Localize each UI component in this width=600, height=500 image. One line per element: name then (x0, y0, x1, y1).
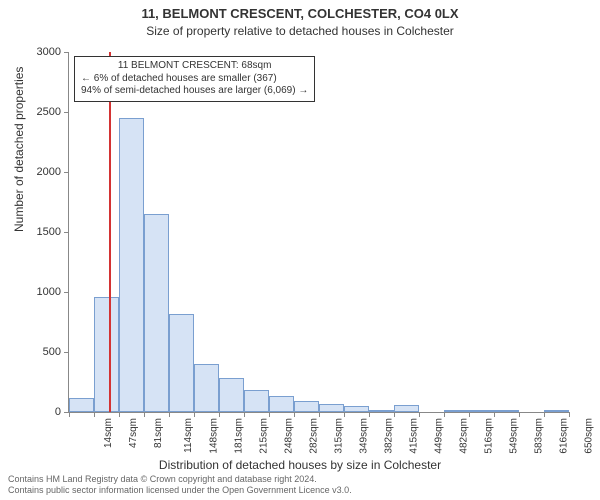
histogram-bar (169, 314, 194, 412)
x-tick-label: 349sqm (359, 418, 370, 454)
histogram-bar (294, 401, 319, 412)
histogram-bar (244, 390, 269, 412)
histogram-bar (344, 406, 369, 412)
histogram-bar (69, 398, 94, 412)
footer-line-1: Contains HM Land Registry data © Crown c… (8, 474, 352, 485)
x-tick (169, 412, 170, 417)
annotation-line-1: 11 BELMONT CRESCENT: 68sqm (81, 60, 308, 73)
x-tick-label: 248sqm (284, 418, 295, 454)
histogram-bar (369, 410, 394, 412)
y-tick-label: 3000 (37, 46, 69, 58)
x-tick-label: 449sqm (434, 418, 445, 454)
x-tick-label: 114sqm (183, 418, 194, 453)
x-tick-label: 382sqm (384, 418, 395, 454)
x-tick-label: 81sqm (153, 418, 164, 448)
x-tick-label: 315sqm (334, 418, 345, 454)
x-tick-label: 47sqm (128, 418, 139, 448)
x-tick (144, 412, 145, 417)
histogram-bar (544, 410, 569, 412)
x-tick (344, 412, 345, 417)
x-tick (494, 412, 495, 417)
x-tick (269, 412, 270, 417)
chart-title: 11, BELMONT CRESCENT, COLCHESTER, CO4 0L… (0, 0, 600, 22)
x-tick-label: 282sqm (309, 418, 320, 454)
x-tick (94, 412, 95, 417)
x-tick-label: 616sqm (559, 418, 570, 454)
x-tick (444, 412, 445, 417)
chart-subtitle: Size of property relative to detached ho… (0, 22, 600, 38)
x-tick-label: 650sqm (584, 418, 595, 454)
x-axis-title: Distribution of detached houses by size … (0, 458, 600, 472)
histogram-bar (119, 118, 144, 412)
histogram-bar (394, 405, 419, 412)
x-tick-label: 549sqm (509, 418, 520, 454)
x-tick-label: 482sqm (459, 418, 470, 454)
x-tick (319, 412, 320, 417)
x-tick-label: 181sqm (234, 418, 245, 454)
plot-wrapper: 05001000150020002500300014sqm47sqm81sqm1… (68, 52, 568, 412)
x-tick (69, 412, 70, 417)
x-tick-label: 516sqm (484, 418, 495, 454)
annotation-line-2: ← 6% of detached houses are smaller (367… (81, 73, 308, 86)
chart-container: 11, BELMONT CRESCENT, COLCHESTER, CO4 0L… (0, 0, 600, 500)
y-tick-label: 500 (43, 346, 69, 358)
histogram-bar (469, 410, 494, 412)
footer-line-2: Contains public sector information licen… (8, 485, 352, 496)
y-tick-label: 0 (55, 406, 69, 418)
histogram-bar (94, 297, 119, 412)
histogram-bar (269, 396, 294, 412)
x-tick (519, 412, 520, 417)
y-tick-label: 2000 (37, 166, 69, 178)
x-tick-label: 215sqm (259, 418, 270, 454)
y-axis-title: Number of detached properties (12, 67, 26, 232)
histogram-bar (194, 364, 219, 412)
histogram-bar (219, 378, 244, 412)
histogram-bar (444, 410, 469, 412)
y-tick-label: 1000 (37, 286, 69, 298)
x-tick (119, 412, 120, 417)
histogram-bar (144, 214, 169, 412)
annotation-box: 11 BELMONT CRESCENT: 68sqm ← 6% of detac… (74, 56, 315, 102)
x-tick-label: 148sqm (209, 418, 220, 454)
y-tick-label: 1500 (37, 226, 69, 238)
x-tick (394, 412, 395, 417)
x-tick-label: 14sqm (103, 418, 114, 448)
x-tick (294, 412, 295, 417)
x-tick (569, 412, 570, 417)
x-tick (419, 412, 420, 417)
property-marker-line (109, 52, 111, 412)
x-tick (369, 412, 370, 417)
plot-area: 05001000150020002500300014sqm47sqm81sqm1… (68, 52, 569, 413)
x-tick (244, 412, 245, 417)
histogram-bar (319, 404, 344, 412)
x-tick (469, 412, 470, 417)
x-tick-label: 415sqm (409, 418, 420, 454)
y-tick-label: 2500 (37, 106, 69, 118)
x-tick (219, 412, 220, 417)
x-tick (544, 412, 545, 417)
x-tick-label: 583sqm (534, 418, 545, 454)
footer-attribution: Contains HM Land Registry data © Crown c… (8, 474, 352, 496)
histogram-bar (494, 410, 519, 412)
annotation-line-3: 94% of semi-detached houses are larger (… (81, 85, 308, 98)
x-tick (194, 412, 195, 417)
